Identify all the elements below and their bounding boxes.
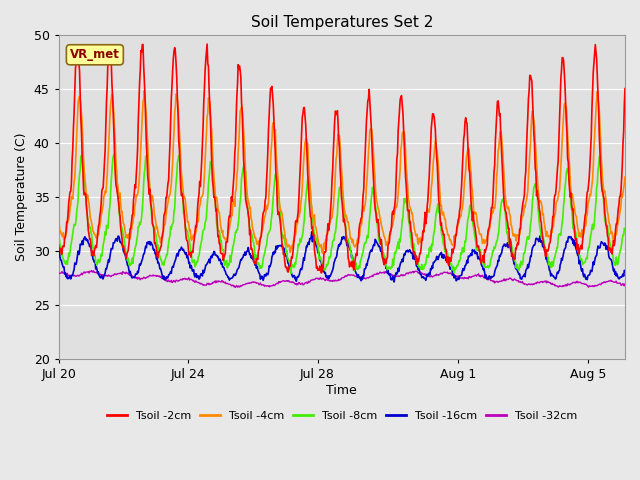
Text: VR_met: VR_met — [70, 48, 120, 61]
Y-axis label: Soil Temperature (C): Soil Temperature (C) — [15, 133, 28, 262]
Title: Soil Temperatures Set 2: Soil Temperatures Set 2 — [251, 15, 433, 30]
X-axis label: Time: Time — [326, 384, 357, 396]
Legend: Tsoil -2cm, Tsoil -4cm, Tsoil -8cm, Tsoil -16cm, Tsoil -32cm: Tsoil -2cm, Tsoil -4cm, Tsoil -8cm, Tsoi… — [102, 407, 581, 425]
